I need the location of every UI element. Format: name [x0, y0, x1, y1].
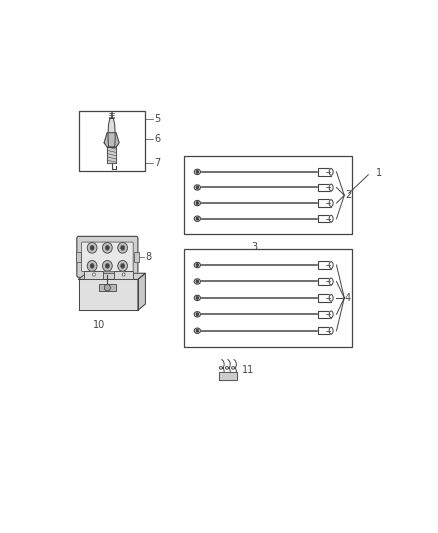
- Ellipse shape: [196, 329, 198, 332]
- Ellipse shape: [329, 311, 333, 318]
- Bar: [318, 184, 331, 191]
- Ellipse shape: [329, 200, 333, 206]
- Bar: [318, 168, 331, 175]
- Ellipse shape: [194, 216, 201, 221]
- Ellipse shape: [329, 184, 333, 191]
- Bar: [318, 168, 331, 175]
- Ellipse shape: [329, 278, 333, 285]
- Ellipse shape: [196, 280, 198, 283]
- Ellipse shape: [92, 273, 95, 276]
- Ellipse shape: [329, 168, 333, 175]
- Bar: [318, 215, 331, 222]
- Polygon shape: [138, 273, 145, 310]
- Ellipse shape: [122, 273, 125, 276]
- Ellipse shape: [106, 263, 110, 268]
- Ellipse shape: [194, 185, 201, 190]
- Bar: [78, 111, 145, 171]
- Polygon shape: [104, 133, 119, 147]
- Polygon shape: [108, 118, 115, 147]
- Ellipse shape: [329, 200, 333, 206]
- Ellipse shape: [102, 261, 112, 271]
- Bar: [318, 199, 331, 207]
- Text: 1: 1: [375, 168, 381, 177]
- Ellipse shape: [120, 245, 125, 250]
- FancyBboxPatch shape: [81, 242, 133, 272]
- Ellipse shape: [329, 327, 333, 334]
- Bar: [318, 327, 331, 334]
- Bar: [134, 252, 139, 262]
- Text: 11: 11: [242, 365, 254, 375]
- Text: 6: 6: [154, 134, 160, 144]
- Bar: [318, 261, 331, 269]
- Ellipse shape: [196, 171, 198, 173]
- Ellipse shape: [329, 327, 333, 334]
- Ellipse shape: [329, 168, 333, 175]
- Ellipse shape: [196, 217, 198, 220]
- Bar: [184, 156, 352, 235]
- Bar: [318, 261, 331, 269]
- Ellipse shape: [194, 200, 201, 206]
- Ellipse shape: [120, 263, 125, 268]
- Text: 2: 2: [345, 190, 351, 200]
- Bar: [318, 278, 331, 285]
- Ellipse shape: [194, 279, 201, 284]
- Bar: [76, 252, 81, 262]
- Ellipse shape: [196, 186, 198, 189]
- Text: 4: 4: [345, 293, 351, 303]
- Bar: [318, 294, 331, 302]
- Bar: [318, 311, 331, 318]
- Bar: [184, 248, 352, 347]
- Ellipse shape: [329, 311, 333, 318]
- Text: 3: 3: [251, 241, 258, 252]
- Bar: [85, 271, 103, 279]
- Ellipse shape: [90, 263, 94, 268]
- Ellipse shape: [118, 261, 127, 271]
- Bar: [318, 311, 331, 318]
- Bar: [318, 184, 331, 191]
- Bar: [318, 278, 331, 285]
- Polygon shape: [219, 372, 237, 379]
- Ellipse shape: [194, 312, 201, 317]
- Ellipse shape: [104, 284, 110, 291]
- Ellipse shape: [194, 328, 201, 334]
- Ellipse shape: [196, 202, 198, 205]
- Polygon shape: [78, 279, 138, 310]
- Ellipse shape: [87, 243, 97, 253]
- Ellipse shape: [329, 262, 333, 269]
- Bar: [318, 199, 331, 207]
- FancyBboxPatch shape: [77, 236, 138, 277]
- Ellipse shape: [87, 261, 97, 271]
- Text: 5: 5: [154, 114, 160, 124]
- Ellipse shape: [329, 278, 333, 285]
- Text: 10: 10: [93, 320, 106, 330]
- Bar: [318, 215, 331, 222]
- Ellipse shape: [196, 296, 198, 299]
- Ellipse shape: [329, 215, 333, 222]
- Ellipse shape: [102, 243, 112, 253]
- Ellipse shape: [329, 215, 333, 222]
- Ellipse shape: [329, 262, 333, 269]
- Ellipse shape: [90, 245, 94, 250]
- Ellipse shape: [118, 243, 127, 253]
- Bar: [318, 327, 331, 334]
- Polygon shape: [107, 147, 116, 164]
- Text: 8: 8: [146, 252, 152, 262]
- Polygon shape: [78, 273, 145, 279]
- Text: 7: 7: [154, 158, 160, 168]
- Ellipse shape: [106, 245, 110, 250]
- Bar: [99, 284, 116, 291]
- Ellipse shape: [329, 184, 333, 191]
- Bar: [114, 271, 133, 279]
- Ellipse shape: [194, 262, 201, 268]
- Ellipse shape: [194, 295, 201, 301]
- Ellipse shape: [194, 169, 201, 175]
- Bar: [318, 294, 331, 302]
- Ellipse shape: [196, 264, 198, 266]
- Ellipse shape: [329, 295, 333, 301]
- Ellipse shape: [329, 295, 333, 301]
- Ellipse shape: [196, 313, 198, 316]
